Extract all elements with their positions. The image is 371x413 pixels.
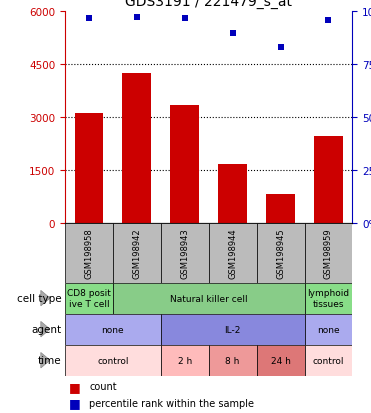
Polygon shape <box>41 353 50 368</box>
Bar <box>218 165 247 223</box>
Bar <box>209 223 257 283</box>
Title: GDS3191 / 221479_s_at: GDS3191 / 221479_s_at <box>125 0 292 9</box>
Bar <box>75 114 103 223</box>
Bar <box>305 283 352 314</box>
Bar <box>65 223 113 283</box>
Text: none: none <box>102 325 124 334</box>
Bar <box>65 314 161 345</box>
Text: time: time <box>37 355 61 366</box>
Bar <box>113 283 305 314</box>
Text: control: control <box>313 356 344 365</box>
Text: 24 h: 24 h <box>270 356 290 365</box>
Bar <box>170 105 199 223</box>
Bar <box>314 137 343 223</box>
Text: CD8 posit
ive T cell: CD8 posit ive T cell <box>67 289 111 308</box>
Polygon shape <box>41 291 50 306</box>
Text: GSM198942: GSM198942 <box>132 228 141 278</box>
Bar <box>65 345 161 376</box>
Text: agent: agent <box>31 324 61 335</box>
Bar <box>257 223 305 283</box>
Text: lymphoid
tissues: lymphoid tissues <box>308 289 349 308</box>
Bar <box>305 223 352 283</box>
Text: Natural killer cell: Natural killer cell <box>170 294 247 303</box>
Text: GSM198945: GSM198945 <box>276 228 285 278</box>
Text: 2 h: 2 h <box>178 356 192 365</box>
Bar <box>209 345 257 376</box>
Text: percentile rank within the sample: percentile rank within the sample <box>89 398 254 408</box>
Bar <box>122 74 151 223</box>
Text: none: none <box>317 325 340 334</box>
Bar <box>257 345 305 376</box>
Bar <box>113 223 161 283</box>
Bar <box>161 314 305 345</box>
Bar <box>161 345 209 376</box>
Text: GSM198959: GSM198959 <box>324 228 333 278</box>
Text: GSM198944: GSM198944 <box>228 228 237 278</box>
Bar <box>305 345 352 376</box>
Bar <box>161 223 209 283</box>
Text: cell type: cell type <box>17 293 61 304</box>
Text: control: control <box>97 356 129 365</box>
Text: count: count <box>89 381 116 391</box>
Bar <box>305 314 352 345</box>
Text: ■: ■ <box>69 380 81 393</box>
Text: GSM198958: GSM198958 <box>84 228 93 278</box>
Text: GSM198943: GSM198943 <box>180 228 189 278</box>
Text: IL-2: IL-2 <box>224 325 241 334</box>
Text: 8 h: 8 h <box>226 356 240 365</box>
Polygon shape <box>41 322 50 337</box>
Bar <box>65 283 113 314</box>
Text: ■: ■ <box>69 396 81 409</box>
Bar <box>266 195 295 223</box>
